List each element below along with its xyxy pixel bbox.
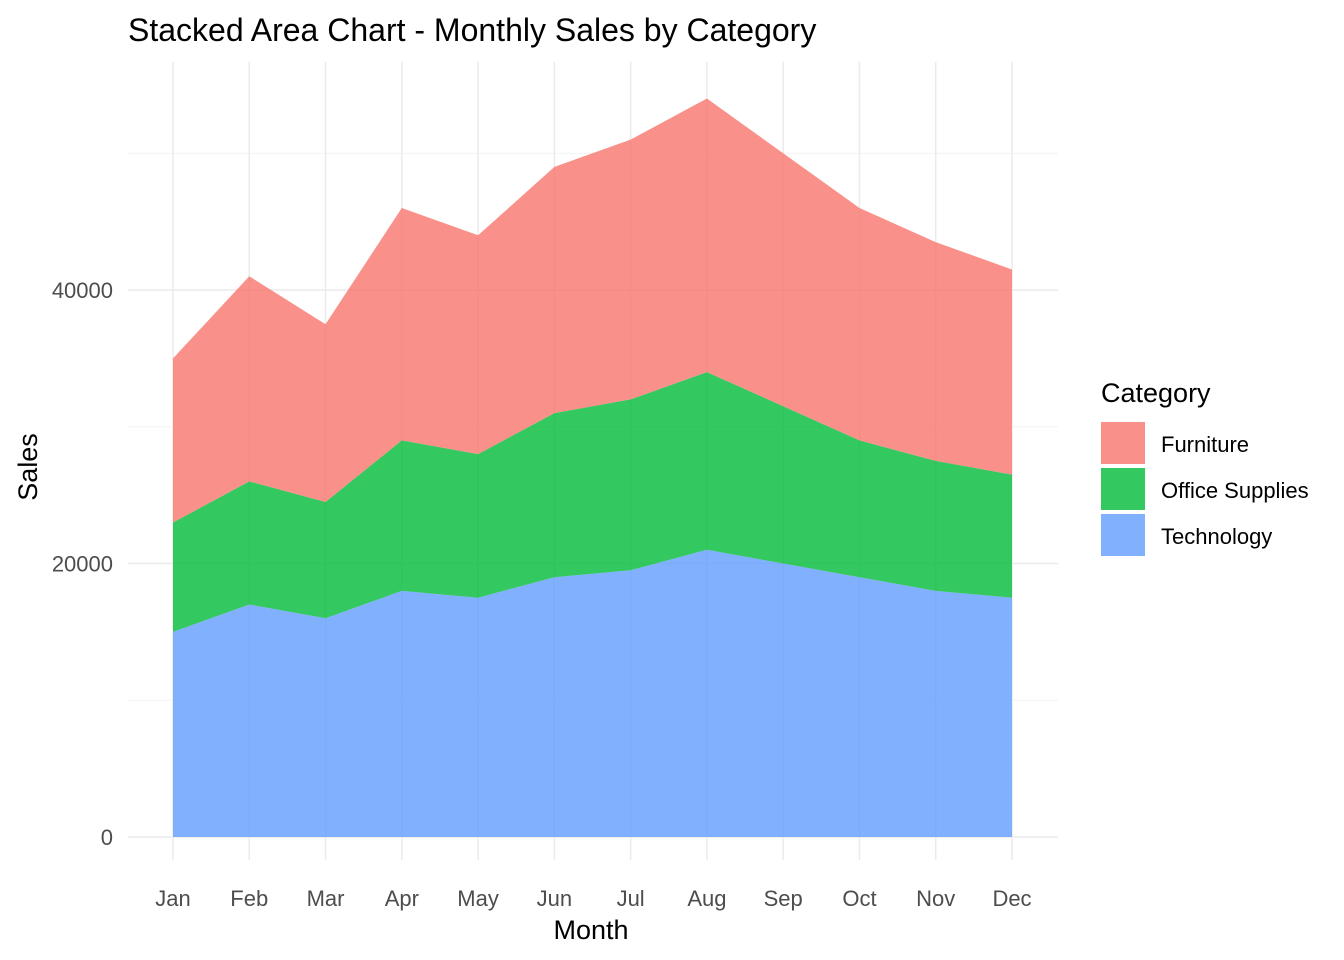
x-tick-label: Mar <box>307 886 345 911</box>
legend-key-technology <box>1101 514 1145 556</box>
y-tick-label: 0 <box>101 825 113 850</box>
legend-key-office-supplies <box>1101 468 1145 510</box>
chart-title: Stacked Area Chart - Monthly Sales by Ca… <box>128 12 816 48</box>
x-tick-label: Jun <box>537 886 572 911</box>
legend-label-office-supplies: Office Supplies <box>1161 478 1309 503</box>
legend-title: Category <box>1101 378 1211 408</box>
x-tick-label: Feb <box>230 886 268 911</box>
x-tick-label: Sep <box>764 886 803 911</box>
x-tick-label: Nov <box>916 886 955 911</box>
legend-label-technology: Technology <box>1161 524 1272 549</box>
area-technology <box>173 549 1012 837</box>
x-tick-label: Aug <box>687 886 726 911</box>
x-tick-label: Jan <box>155 886 190 911</box>
legend-label-furniture: Furniture <box>1161 432 1249 457</box>
x-tick-label: Jul <box>617 886 645 911</box>
area-series <box>173 98 1012 837</box>
y-axis-title: Sales <box>13 433 43 501</box>
x-tick-label: Oct <box>842 886 876 911</box>
x-tick-label: Apr <box>385 886 419 911</box>
x-tick-label: May <box>457 886 499 911</box>
y-tick-label: 40000 <box>52 278 113 303</box>
area-office-supplies <box>173 372 1012 632</box>
x-axis-title: Month <box>553 915 628 945</box>
legend: Category Furniture Office Supplies Technol… <box>1101 378 1309 556</box>
legend-key-furniture <box>1101 422 1145 464</box>
y-tick-label: 20000 <box>52 552 113 577</box>
area-furniture <box>173 98 1012 523</box>
axes: 0 20000 40000 Jan Feb Mar Apr May Jun Jul Aug Sep Oc… <box>52 278 1032 911</box>
x-tick-label: Dec <box>992 886 1031 911</box>
